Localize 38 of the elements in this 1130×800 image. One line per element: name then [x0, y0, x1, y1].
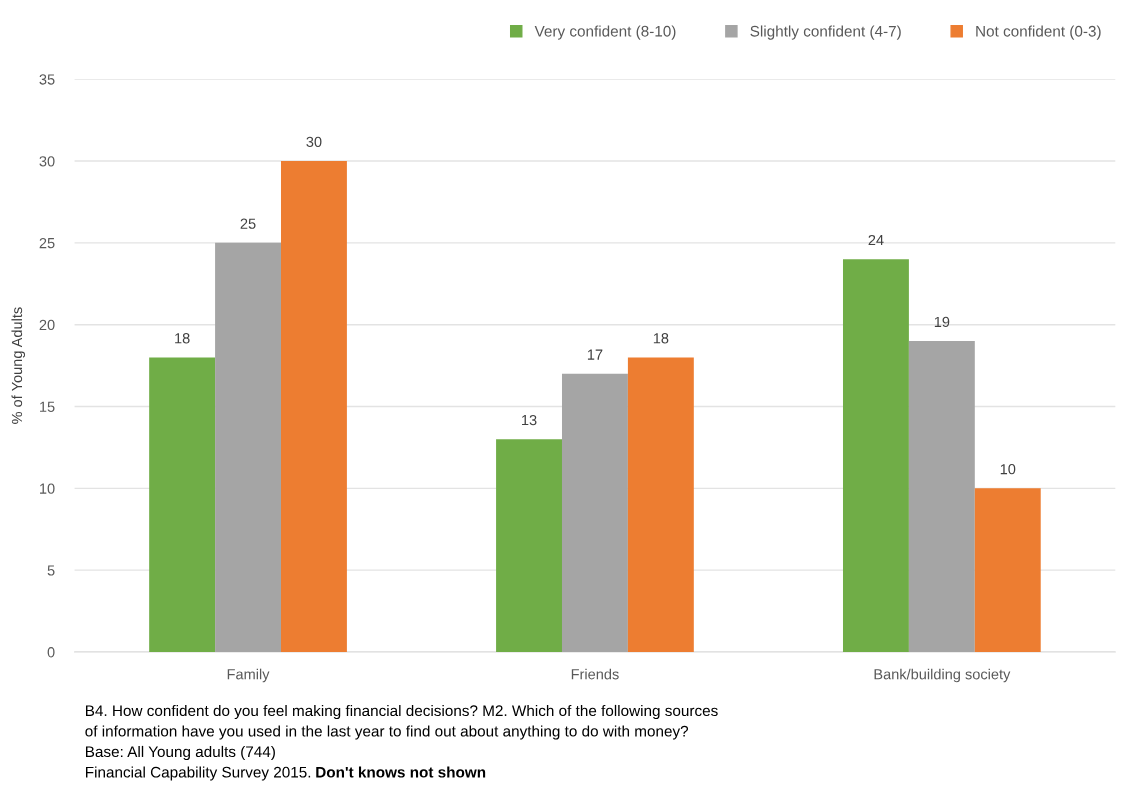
data-label: 13: [522, 414, 537, 426]
legend-label: Very confident (8-10): [534, 25, 676, 40]
legend-label: Not confident (0-3): [976, 25, 1101, 40]
bar: [974, 488, 1041, 652]
bar: [908, 341, 975, 652]
bar: [280, 161, 347, 652]
bar: [842, 259, 909, 652]
text: B4. How confident do you feel making financial decisions? M2. Which of the following sources: [86, 704, 718, 720]
text: of information have you used in the last year to find out about anything to do with money?: [85, 725, 689, 740]
data-label: 30: [306, 136, 322, 148]
text: Base: All Young adults (744): [86, 745, 275, 761]
text: Don't knows not shown: [316, 766, 486, 778]
y-tick-label: 20: [39, 319, 55, 331]
x-tick-label: Family: [227, 668, 270, 683]
y-tick-label: 15: [40, 401, 55, 412]
y-tick-label: 35: [39, 74, 55, 85]
y-tick-label: 0: [47, 647, 55, 658]
x-tick-label: Bank/building society: [874, 668, 1011, 683]
text: Financial Capability Survey 2015.: [86, 766, 311, 781]
bar: [496, 439, 562, 652]
data-label: 19: [934, 316, 950, 328]
y-axis-title: % of Young Adults: [11, 307, 26, 424]
y-tick-label: 30: [39, 156, 55, 167]
legend-label: Slightly confident (4-7): [750, 25, 901, 40]
x-tick-label: Friends: [571, 668, 619, 680]
y-tick-label: 5: [47, 565, 55, 576]
data-label: 10: [1000, 464, 1016, 475]
y-tick-label: 10: [40, 483, 55, 494]
data-label: 24: [868, 234, 884, 246]
y-tick-label: 25: [39, 237, 55, 249]
data-label: 18: [175, 333, 190, 344]
data-label: 17: [587, 349, 603, 360]
bar: [215, 242, 281, 652]
data-label: 25: [240, 218, 256, 229]
data-label: 18: [653, 333, 669, 344]
bar: [561, 373, 628, 652]
bar: [149, 357, 216, 652]
bar: [627, 357, 694, 652]
